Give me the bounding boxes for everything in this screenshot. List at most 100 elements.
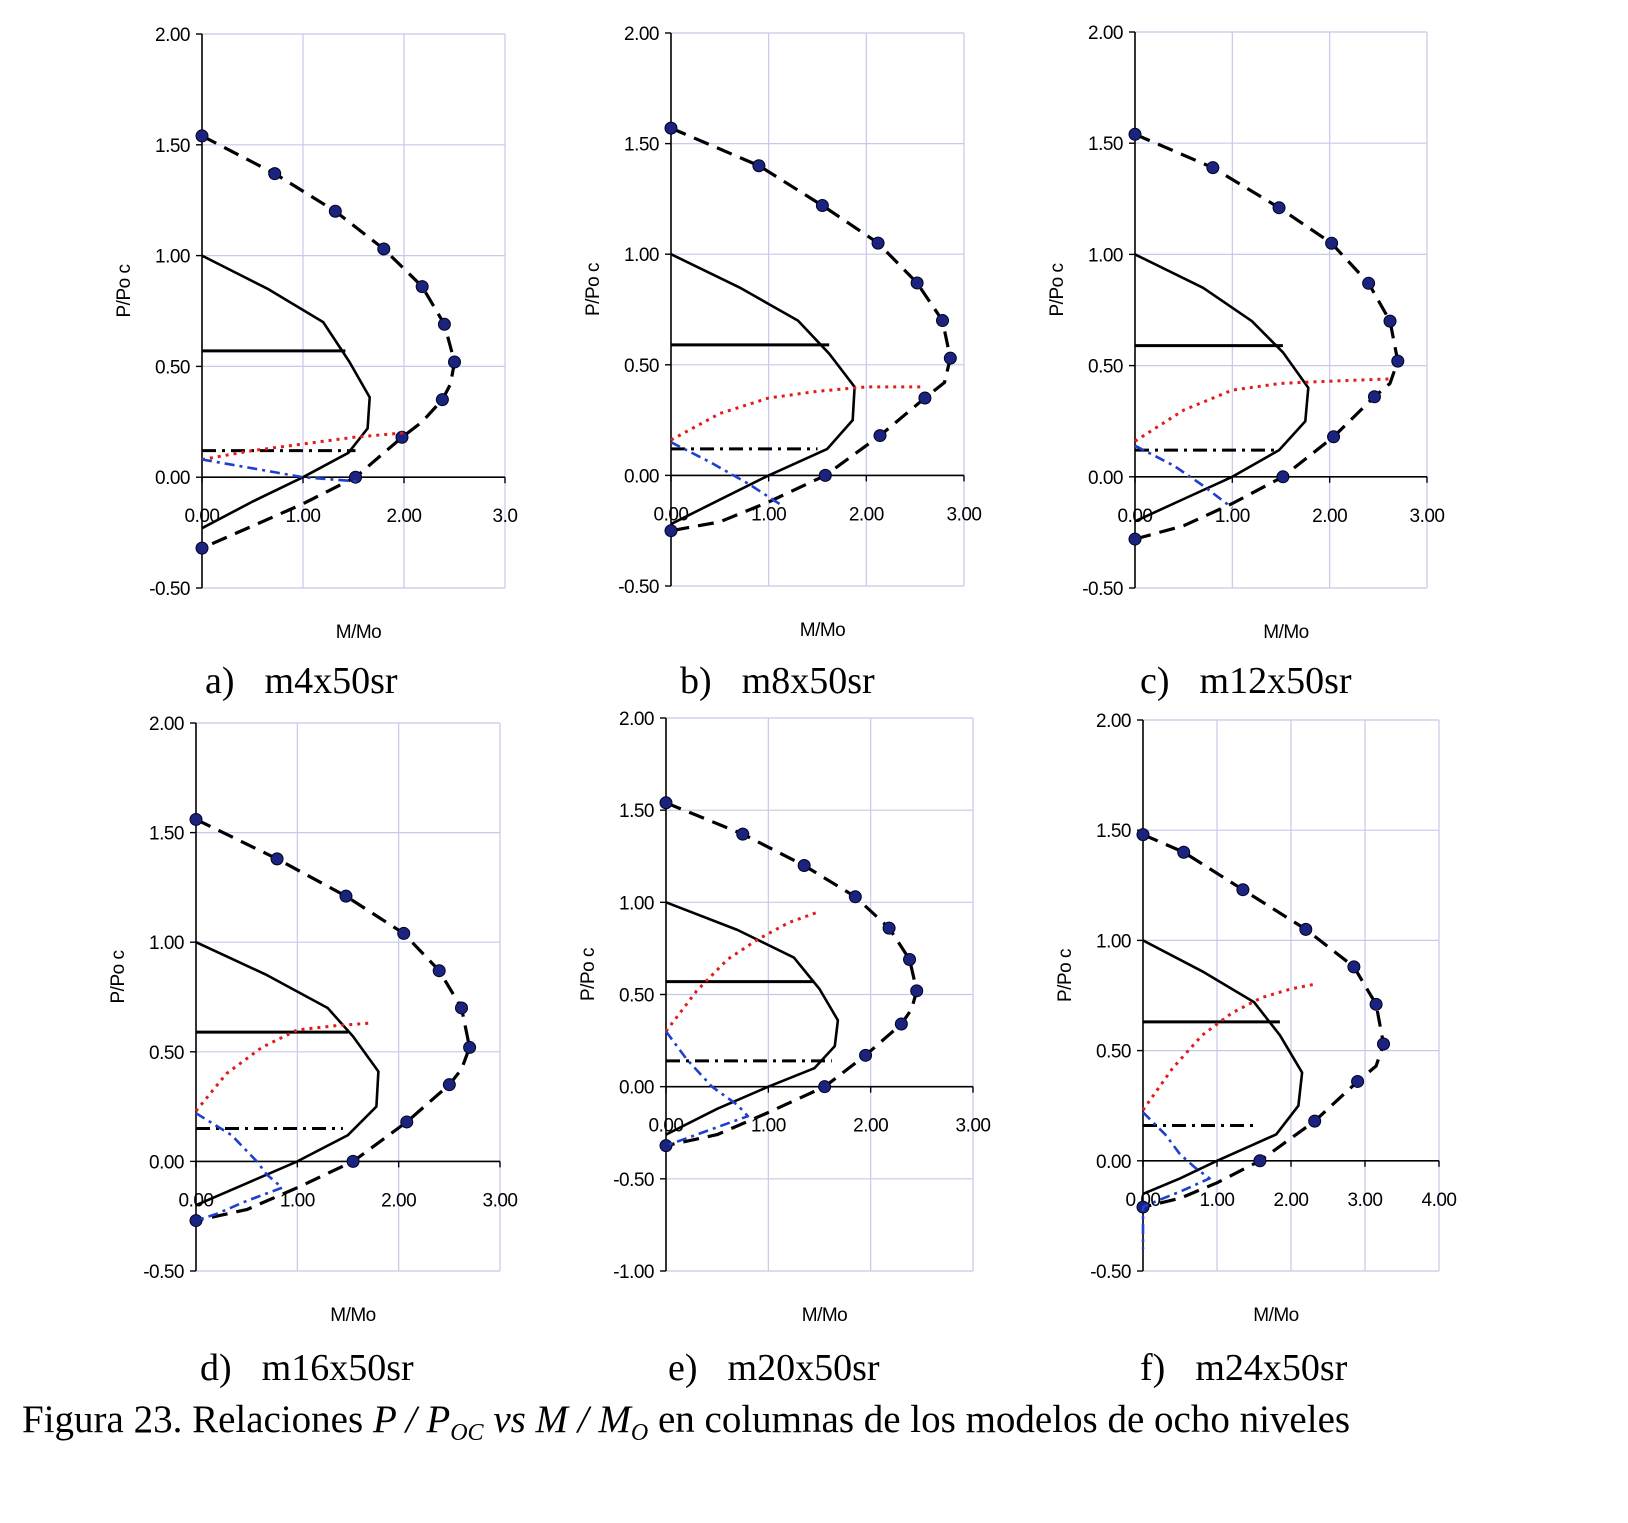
capacity-point xyxy=(1308,1114,1322,1128)
capacity-point xyxy=(943,351,957,365)
y-tick-label: 2.00 xyxy=(155,25,190,46)
capacity-point xyxy=(1236,883,1250,897)
capacity-point xyxy=(349,470,363,484)
series-line-5 xyxy=(1134,377,1391,443)
y-axis-title: P/Po c xyxy=(108,951,129,1004)
figure-caption-formula-m: vs M / M xyxy=(484,1398,634,1441)
figure: -0.50 0.00 0.50 1.00 1.50 2.00 0.00 1.00 2.00 3.0… xyxy=(22,23,1457,1446)
y-tick-label: 2.00 xyxy=(1096,711,1131,732)
capacity-point xyxy=(448,355,461,369)
y-axis-title: P/Po c xyxy=(578,948,599,1001)
charts-layer: -0.50 0.00 0.50 1.00 1.50 2.00 0.00 1.00 2.00 3.0… xyxy=(108,23,1457,1389)
chart-caption: d) m16x50sr xyxy=(200,1347,414,1389)
y-tick-label: -0.50 xyxy=(618,577,659,598)
y-tick-label: -0.50 xyxy=(1090,1262,1131,1283)
chart-caption-letter: b) xyxy=(680,660,712,702)
x-tick-label: 2.00 xyxy=(853,1116,888,1137)
series-line-5 xyxy=(194,1021,369,1112)
x-axis-title: M/Mo xyxy=(800,620,846,641)
capacity-point xyxy=(1351,1074,1365,1088)
x-tick-label: 3.0 xyxy=(493,506,518,527)
chart-caption-label: m4x50sr xyxy=(265,660,398,702)
x-tick-label: 1.00 xyxy=(1215,506,1250,527)
x-tick-label: 2.00 xyxy=(849,504,884,525)
series-line-0 xyxy=(670,126,952,533)
capacity-point xyxy=(659,1139,673,1153)
chart-caption-letter: d) xyxy=(200,1347,232,1389)
capacity-point xyxy=(1177,845,1191,859)
chart-caption-label: m20x50sr xyxy=(728,1347,880,1389)
x-tick-label: 1.00 xyxy=(751,1116,786,1137)
capacity-point xyxy=(432,964,446,978)
chart-caption-label: m24x50sr xyxy=(1195,1347,1347,1389)
capacity-point xyxy=(910,276,924,290)
x-tick-label: 1.00 xyxy=(751,504,786,525)
x-axis-title: M/Mo xyxy=(336,622,382,643)
chart-caption-letter: c) xyxy=(1140,660,1170,702)
x-tick-label: 2.00 xyxy=(1312,506,1347,527)
y-tick-label: 0.50 xyxy=(155,357,190,378)
capacity-point xyxy=(1362,276,1376,290)
y-tick-label: 0.50 xyxy=(1088,357,1123,378)
capacity-point xyxy=(752,159,766,173)
capacity-point xyxy=(1128,127,1142,141)
capacity-point xyxy=(1299,922,1313,936)
capacity-point xyxy=(882,921,896,935)
chart-caption-letter: f) xyxy=(1140,1347,1165,1389)
x-tick-label: 3.00 xyxy=(483,1190,518,1211)
series-line-5 xyxy=(201,431,405,461)
capacity-point xyxy=(815,199,829,213)
capacity-point xyxy=(818,1080,832,1094)
x-tick-label: 0.00 xyxy=(185,506,220,527)
y-tick-label: 1.00 xyxy=(155,247,190,268)
x-tick-label: 2.00 xyxy=(387,506,422,527)
series-line-6 xyxy=(670,441,785,508)
x-axis-title: M/Mo xyxy=(802,1305,848,1326)
capacity-point xyxy=(339,889,353,903)
series-line-0 xyxy=(1142,833,1386,1209)
x-tick-label: 0.00 xyxy=(1126,1190,1161,1211)
capacity-point xyxy=(818,468,832,482)
capacity-point xyxy=(435,393,449,407)
series-line-2 xyxy=(1142,939,1304,1196)
capacity-point xyxy=(1136,828,1150,842)
y-tick-label: -1.00 xyxy=(613,1262,654,1283)
y-tick-label: 0.00 xyxy=(1096,1152,1131,1173)
x-axis-title: M/Mo xyxy=(1253,1305,1299,1326)
figure-caption: Figura 23. Relaciones P / POC vs M / MO … xyxy=(22,1398,1350,1446)
y-tick-label: -0.50 xyxy=(613,1170,654,1191)
capacity-point xyxy=(1327,430,1341,444)
chart-m12x50sr: -0.50 0.00 0.50 1.00 1.50 2.00 0.00 1.00 2.00 3.0… xyxy=(1047,23,1445,702)
capacity-point xyxy=(1128,532,1142,546)
capacity-point xyxy=(1276,470,1290,484)
capacity-point xyxy=(859,1048,873,1062)
series-line-2 xyxy=(670,253,856,526)
capacity-point xyxy=(442,1078,456,1092)
x-tick-label: 0.00 xyxy=(1118,506,1153,527)
figure-caption-formula-p: P / P xyxy=(372,1398,450,1441)
capacity-point xyxy=(415,280,429,294)
series-line-6 xyxy=(664,1030,750,1147)
capacity-point xyxy=(377,242,391,256)
x-axis-title: M/Mo xyxy=(1263,622,1309,643)
capacity-point xyxy=(664,121,678,135)
capacity-point xyxy=(1369,997,1383,1011)
capacity-point xyxy=(195,541,209,555)
chart-caption-letter: e) xyxy=(668,1347,698,1389)
capacity-point xyxy=(1253,1154,1267,1168)
chart-caption: a) m4x50sr xyxy=(205,660,398,702)
capacity-point xyxy=(1206,161,1220,175)
chart-caption: f) m24x50sr xyxy=(1140,1347,1348,1389)
chart-caption-letter: a) xyxy=(205,660,235,702)
series-line-5 xyxy=(664,910,821,1033)
y-tick-label: -0.50 xyxy=(143,1262,184,1283)
capacity-point xyxy=(328,204,342,218)
series-line-6 xyxy=(201,458,360,483)
series-line-6 xyxy=(1134,444,1234,509)
y-tick-label: 0.50 xyxy=(619,986,654,1007)
y-tick-label: 0.50 xyxy=(624,356,659,377)
x-tick-label: 1.00 xyxy=(286,506,321,527)
chart-m20x50sr: -1.00-0.500.000.501.001.502.000.00 1.00 2.… xyxy=(578,709,991,1389)
y-tick-label: 1.50 xyxy=(155,136,190,157)
x-axis-title: M/Mo xyxy=(330,1305,376,1326)
